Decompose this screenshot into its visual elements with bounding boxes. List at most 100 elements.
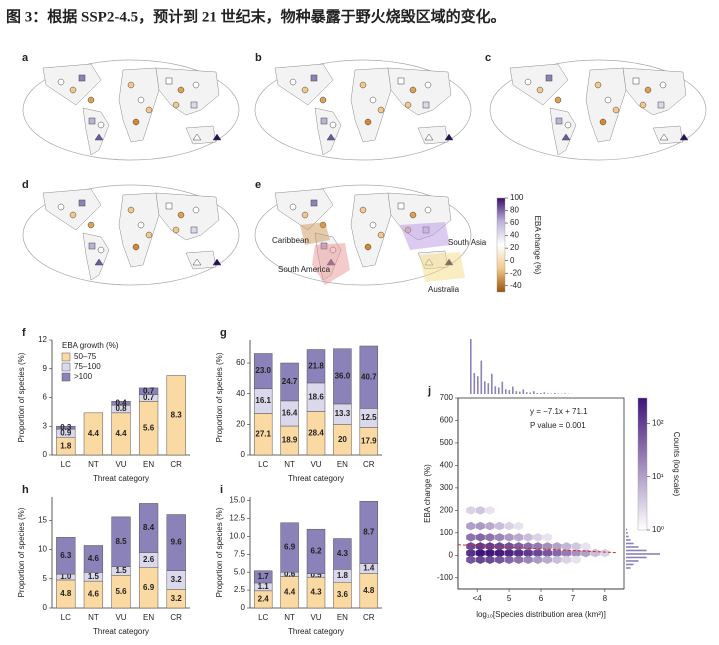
y-axis-label: Proportion of species (%) (17, 507, 26, 597)
hexbin-cell (514, 555, 524, 564)
y-tick-label: 15 (38, 515, 47, 524)
value-label: 0.5 (310, 571, 322, 580)
bar-segment (253, 353, 273, 390)
value-label: 1.4 (363, 564, 375, 573)
x-tick-label: VU (115, 460, 126, 469)
panel-label: e (255, 179, 261, 191)
value-label: 0.4 (115, 398, 127, 407)
panel-label: b (255, 52, 262, 64)
hexbin-cell (571, 555, 581, 564)
y-tick-label: 2.5 (234, 585, 246, 594)
marginal-hist (515, 391, 518, 394)
colorbar-title: EBA change (%) (533, 216, 542, 275)
marginal-hist (626, 560, 639, 562)
value-label: 16.1 (255, 396, 271, 405)
hexbin-cell (542, 548, 552, 558)
bar-segment (333, 538, 352, 570)
value-label: 8.7 (363, 528, 375, 537)
legend-swatch (61, 352, 71, 362)
hexbin-cell (485, 533, 495, 542)
y-tick-label: 7.5 (234, 549, 246, 558)
colorbar-tick-label: 10⁰ (652, 525, 664, 534)
hexbin-cell (533, 548, 543, 558)
colorbar-tick-label: -20 (510, 268, 522, 277)
marginal-hist (564, 393, 567, 394)
x-tick-label: NT (284, 613, 295, 622)
hexbin-cell (523, 521, 533, 531)
hexbin-cell (504, 542, 514, 551)
hexbin-cell (494, 521, 505, 531)
bar-segment (56, 537, 76, 575)
bar-segment (333, 348, 352, 405)
hexbin-cell (485, 555, 495, 564)
value-label: 21.8 (308, 361, 324, 370)
hexbin-cell (475, 548, 485, 558)
x-tick-label: NT (88, 613, 99, 622)
panel-label: f (22, 327, 26, 339)
marginal-hist (550, 393, 553, 394)
hexbin-cell (514, 506, 524, 515)
value-label: 9.6 (171, 538, 183, 547)
hexbin-cell (552, 548, 562, 558)
region-label: Caribbean (272, 236, 309, 245)
x-tick-label: CR (170, 613, 182, 622)
annotation: P value = 0.001 (530, 421, 586, 430)
value-label: 6.2 (310, 547, 322, 556)
annotation: y = −7.1x + 71.1 (530, 407, 588, 416)
value-label: 24.7 (282, 377, 298, 386)
y-tick-label: 400 (440, 461, 454, 470)
colorbar-tick-label: 0 (510, 256, 515, 265)
x-tick-label: VU (310, 613, 321, 622)
colorbar-tick-label: 10¹ (652, 472, 664, 481)
x-axis-label: log₁₀[Species distribution area (km²)] (476, 610, 606, 619)
region-label: South America (278, 265, 331, 274)
hexbin-cell (533, 555, 543, 564)
marginal-hist (626, 532, 628, 534)
marginal-hist (477, 376, 479, 394)
colorbar-tick-label: 10² (652, 419, 664, 428)
y-tick-label: 12.5 (229, 514, 245, 523)
colorbar-tick-label: 60 (510, 218, 519, 227)
marginal-hist (626, 528, 628, 531)
colorbar (637, 397, 648, 531)
marginal-hist (626, 546, 639, 548)
hexbin-cell (485, 548, 495, 558)
x-axis-label: Threat category (288, 627, 344, 636)
hexbin-cell (466, 533, 476, 542)
colorbar-title: Counts (log scale) (672, 432, 681, 497)
x-tick-label: CR (170, 460, 182, 469)
hexbin-cell (504, 506, 514, 515)
hexbin-cell (475, 533, 485, 542)
value-label: 8.3 (171, 410, 183, 419)
marginal-hist (491, 373, 493, 394)
value-label: 17.9 (361, 436, 377, 445)
panel-label: j (427, 385, 431, 397)
map (254, 59, 472, 161)
map (22, 184, 240, 286)
marginal-hist (522, 389, 525, 394)
y-tick-label: 0 (241, 450, 246, 459)
legend-label: 75–100 (74, 362, 101, 371)
value-label: 0.7 (143, 386, 155, 395)
marginal-hist (505, 389, 507, 394)
x-tick-label: CR (363, 460, 375, 469)
value-label: 16.4 (282, 409, 298, 418)
value-label: 23.0 (255, 366, 271, 375)
hexbin-cell (581, 542, 591, 551)
value-label: 3.2 (171, 594, 183, 603)
legend-title: EBA growth (%) (62, 341, 119, 350)
y-axis-label: EBA change (%) (423, 464, 432, 523)
legend-label: 50–75 (74, 352, 97, 361)
map (22, 59, 240, 161)
y-axis-label: Proportion of species (%) (17, 352, 26, 442)
value-label: 4.6 (88, 554, 100, 563)
hexbin-cell (475, 521, 485, 531)
colorbar-tick-label: 100 (510, 193, 524, 202)
value-label: 4.6 (88, 590, 100, 599)
value-label: 8.5 (115, 537, 127, 546)
marginal-hist (626, 542, 634, 545)
marginal-hist (484, 381, 486, 394)
y-tick-label: 200 (440, 505, 454, 514)
marginal-hist (512, 386, 514, 394)
bar-segment (280, 362, 299, 402)
